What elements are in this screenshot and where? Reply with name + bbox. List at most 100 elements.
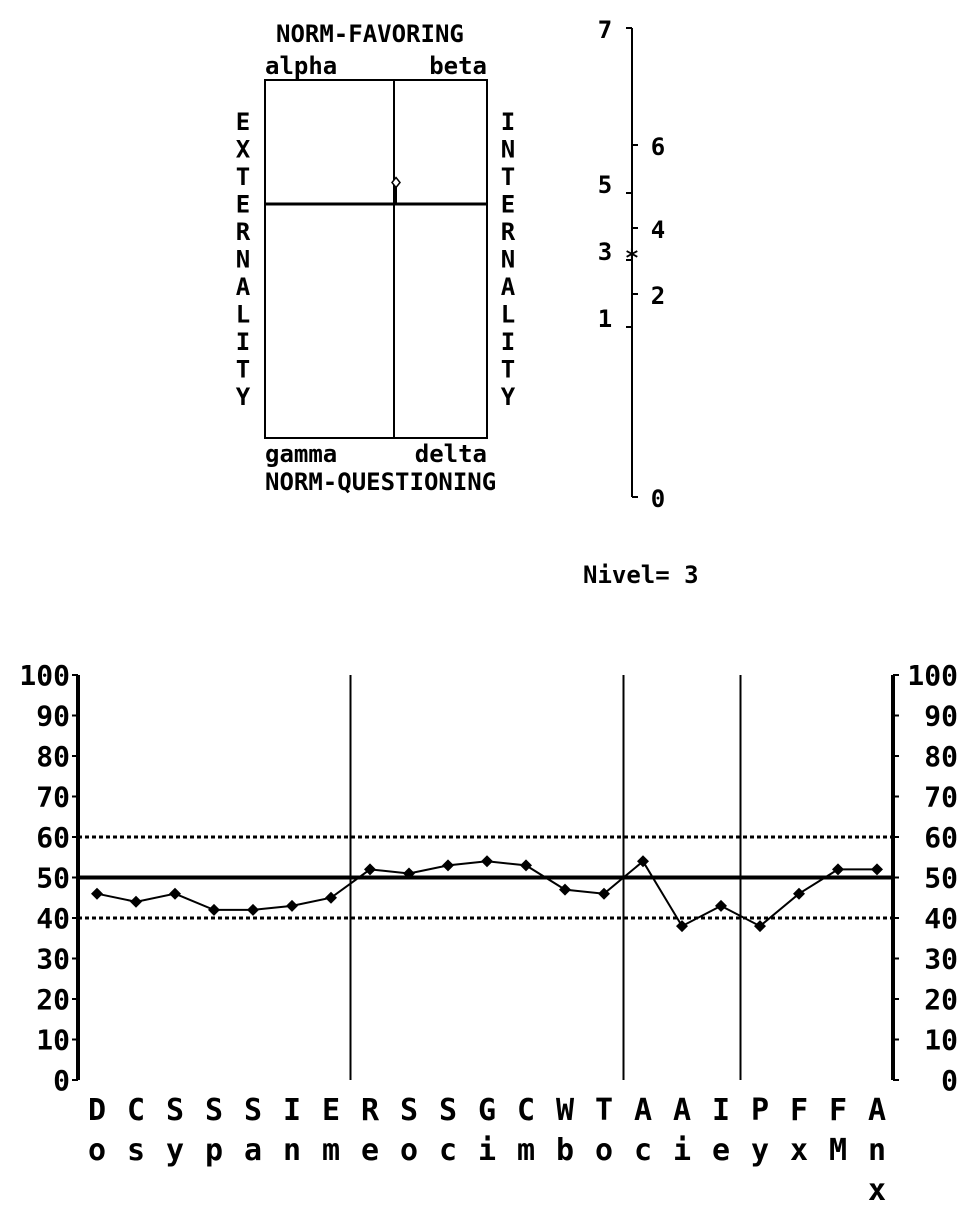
profile-data-point [247,903,259,916]
quadrant-bottom-title: NORM-QUESTIONING [265,468,496,496]
externality-letter: L [236,301,250,329]
category-label-top: F [790,1093,808,1128]
profile-data-point [208,903,220,916]
y-tick-label-left: 70 [36,781,70,814]
category-label-bottom: m [322,1133,340,1168]
category-label-top: D [88,1093,106,1128]
profile-data-point [559,883,571,896]
level-label-right: 0 [651,485,665,513]
externality-letter: T [236,356,250,384]
category-label-top: A [868,1093,886,1128]
profile-data-point [442,859,454,872]
profile-data-point [520,859,532,872]
profile-data-point [130,895,142,908]
profile-data-point [481,855,493,868]
y-tick-label-left: 30 [36,943,70,976]
level-marker: * [625,244,639,272]
profile-data-point [364,863,376,876]
y-tick-label-right: 0 [941,1064,958,1097]
category-label-bottom: y [166,1133,184,1168]
level-label-left: 7 [598,16,612,44]
y-tick-label-right: 10 [924,1024,958,1057]
category-label-top: P [751,1093,769,1128]
y-tick-label-left: 80 [36,740,70,773]
internality-letter: R [501,218,516,246]
level-label-right: 4 [651,216,665,244]
profile-data-point [637,855,649,868]
externality-letter: R [236,218,251,246]
category-label-top: A [673,1093,691,1128]
externality-letter: E [236,108,250,136]
profile-data-point [91,887,103,900]
category-label-bottom: o [595,1133,613,1168]
externality-letter: X [236,136,251,164]
y-tick-label-left: 100 [19,659,70,692]
category-label-bottom: i [673,1133,691,1168]
category-label-top: C [517,1093,535,1128]
quadrant-point-marker [391,176,401,204]
internality-letter: I [501,328,515,356]
category-label-top: S [439,1093,457,1128]
category-label-top: I [283,1093,301,1128]
level-label-right: 2 [651,282,665,310]
internality-letter: T [501,356,515,384]
profile-data-point [715,899,727,912]
profile-data-point [325,891,337,904]
category-label-top: E [322,1093,340,1128]
level-label-left: 1 [598,305,612,333]
level-label-right: 6 [651,133,665,161]
category-label-bottom: a [244,1133,262,1168]
category-label-bottom: m [517,1133,535,1168]
level-label-left: 3 [598,238,612,266]
profile-data-point [286,899,298,912]
y-tick-label-left: 50 [36,862,70,895]
category-label-top: S [166,1093,184,1128]
category-label-bottom: o [400,1133,418,1168]
category-label-top: W [556,1093,575,1128]
category-label-bottom: y [751,1133,769,1168]
y-tick-label-left: 0 [53,1064,70,1097]
externality-letter: N [236,246,250,274]
category-label-bottom: M [829,1133,847,1168]
y-tick-label-left: 20 [36,983,70,1016]
category-label-top: I [712,1093,730,1128]
y-tick-label-left: 10 [36,1024,70,1057]
category-label-bottom: c [439,1133,457,1168]
category-label-top: R [361,1093,380,1128]
internality-letter: N [501,136,515,164]
y-tick-label-left: 60 [36,821,70,854]
internality-letter: N [501,246,515,274]
quadrant-point-diamond [391,176,401,189]
category-label-bottom: e [361,1133,379,1168]
internality-letter: A [501,273,516,301]
y-tick-label-right: 80 [924,740,958,773]
category-label-bottom: e [712,1133,730,1168]
y-tick-label-right: 70 [924,781,958,814]
externality-letter: A [236,273,251,301]
category-label-top: S [244,1093,262,1128]
quadrant-gamma-label: gamma [265,440,337,468]
category-label-bottom: n [868,1133,886,1168]
level-scale-ticks: 7 5 3 1 6 4 2 0 [598,16,665,513]
category-label-top: F [829,1093,847,1128]
category-label-extra: x [868,1173,886,1208]
category-label-top: C [127,1093,145,1128]
level-scale: 7 5 3 1 6 4 2 0 * [598,16,665,513]
level-label-left: 5 [598,171,612,199]
profile-data-point [871,863,883,876]
y-tick-label-left: 40 [36,902,70,935]
quadrant-frame [264,79,488,439]
profile-data-point [598,887,610,900]
category-label-bottom: i [478,1133,496,1168]
profile-data-point [403,867,415,880]
profile-series-line [96,859,877,928]
category-label-top: G [478,1093,496,1128]
profile-data-point [793,887,805,900]
externality-letter: I [236,328,250,356]
nivel-label: Nivel= 3 [583,561,699,589]
y-tick-label-right: 30 [924,943,958,976]
